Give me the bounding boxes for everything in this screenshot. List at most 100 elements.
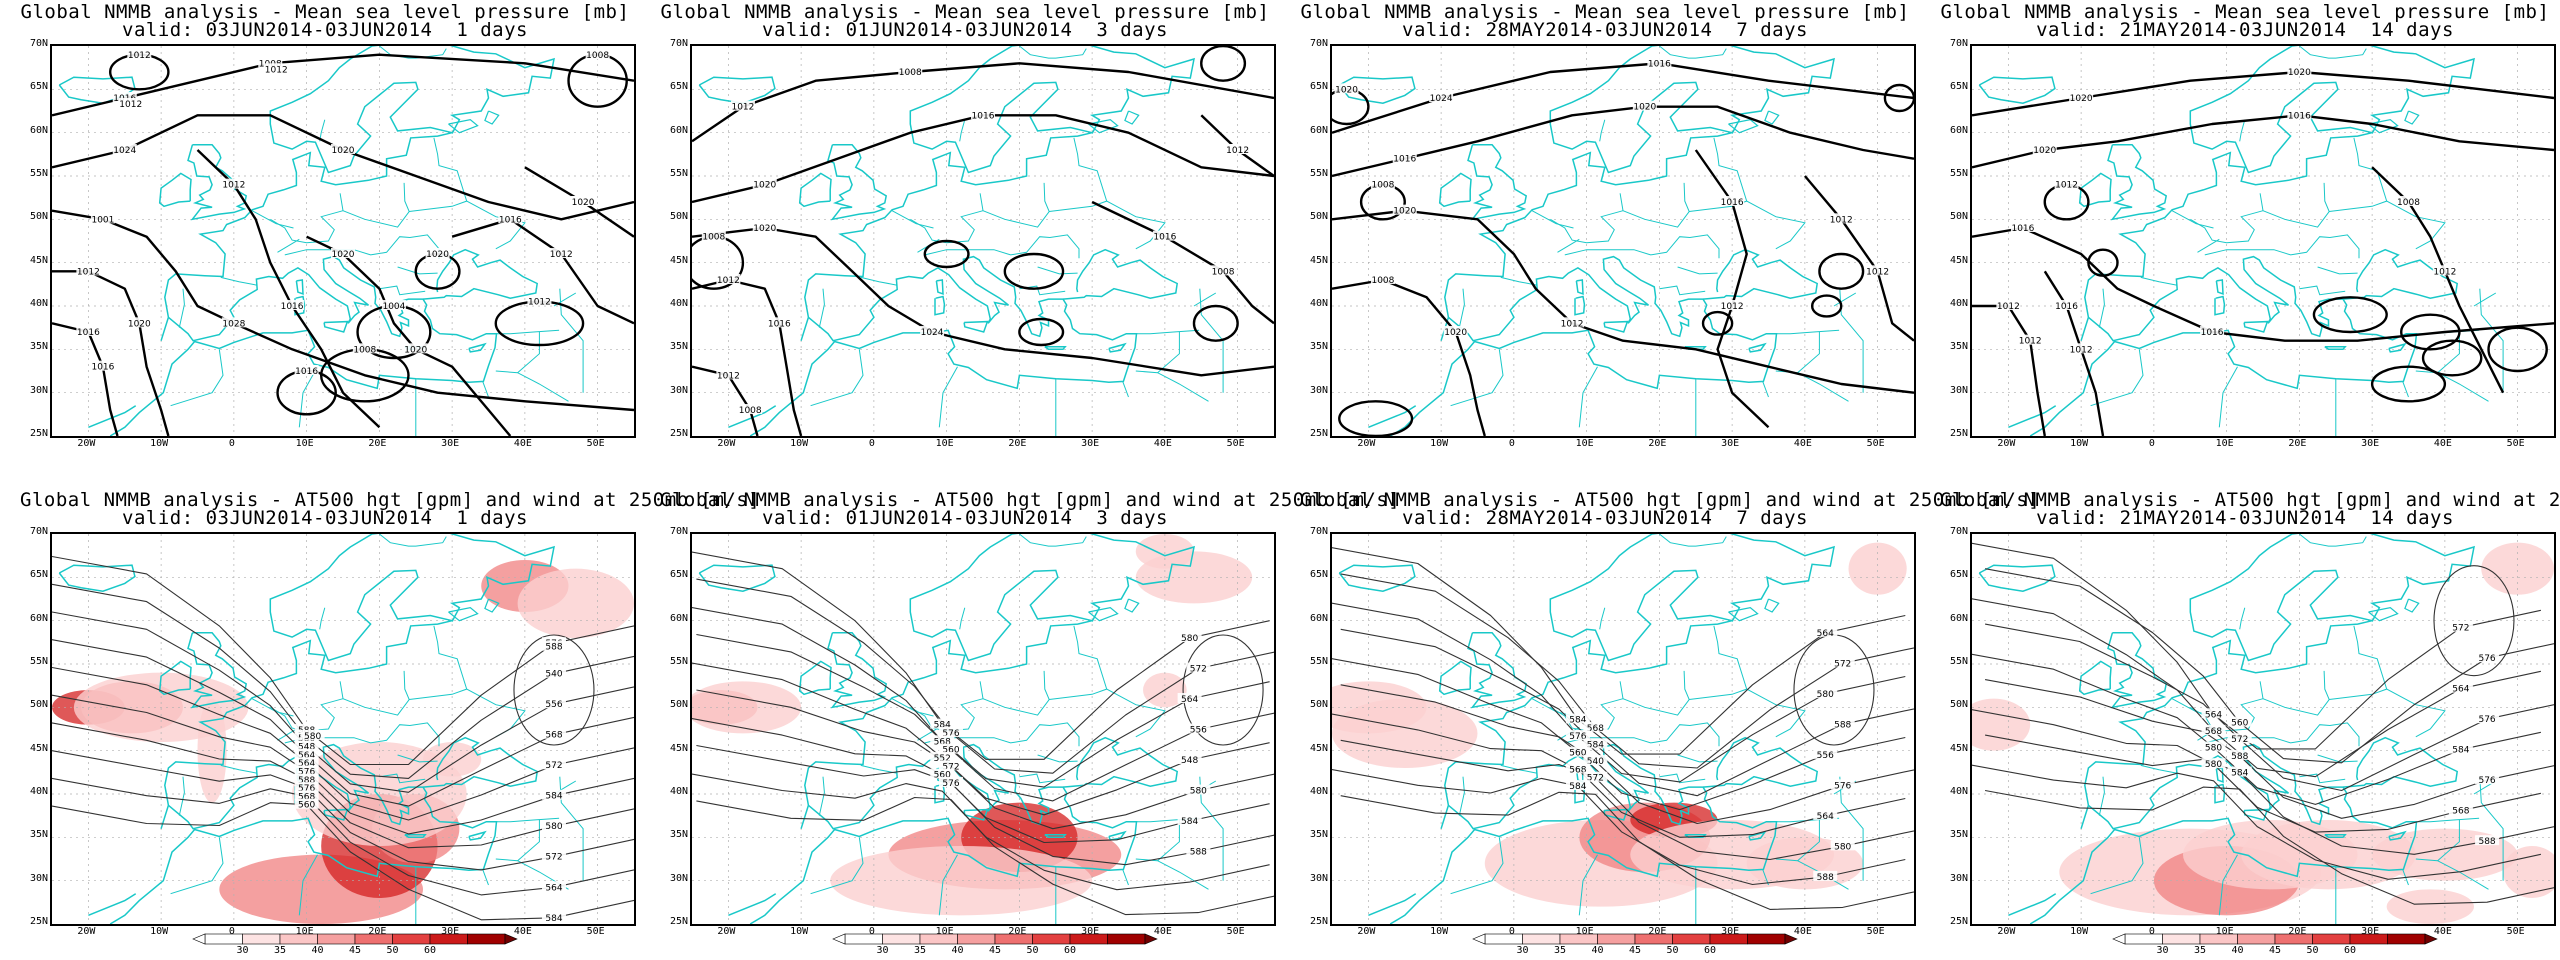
contour-value-label: 1020 xyxy=(332,146,355,156)
z500-map-panel: Global NMMB analysis - AT500 hgt [gpm] a… xyxy=(660,488,1400,960)
coastline xyxy=(1044,833,1067,839)
lake-outline xyxy=(2368,607,2399,622)
contour-label-background xyxy=(403,343,428,354)
contour-value-label: 564 xyxy=(298,751,315,761)
lat-tick-label: 35N xyxy=(1949,341,1968,353)
coastline xyxy=(1702,248,1819,300)
coastline xyxy=(1684,833,1707,839)
coastline xyxy=(1338,564,1416,592)
contour-label-background xyxy=(1429,92,1454,102)
contour-value-label: 1024 xyxy=(113,146,136,156)
contour-value-label: 556 xyxy=(1817,751,1834,761)
lat-tick-label: 25N xyxy=(1949,916,1968,927)
lake-outline xyxy=(1728,119,1759,134)
contour-label-background xyxy=(1813,809,1838,820)
lat-tick-label: 30N xyxy=(1309,872,1328,884)
coastline xyxy=(58,76,136,104)
border-line xyxy=(379,46,447,59)
lon-tick-label: 0 xyxy=(2148,438,2155,449)
lat-tick-label: 45N xyxy=(1949,742,1968,754)
contour-label-background xyxy=(527,295,552,306)
coastline xyxy=(1603,320,1629,333)
colorbar-segment xyxy=(2349,933,2388,945)
colorbar-max-arrow xyxy=(2424,933,2438,945)
border-line xyxy=(319,607,326,630)
contour-value-label: 560 xyxy=(934,771,951,781)
wind-speed-colorbar xyxy=(192,933,518,945)
border-line xyxy=(2299,534,2367,547)
contour-label-background xyxy=(1186,845,1211,856)
lon-tick-label: 40E xyxy=(2433,926,2452,937)
border-line xyxy=(810,837,864,895)
coastline xyxy=(1467,632,1528,709)
border-line xyxy=(1531,210,1574,229)
contour-label-background xyxy=(1177,815,1202,826)
lat-tick-label: 65N xyxy=(1309,81,1328,93)
colorbar-tick-label: 35 xyxy=(913,945,927,956)
contour-value-label: 1020 xyxy=(426,250,449,260)
lat-tick-label: 45N xyxy=(1309,254,1328,266)
colorbar-min-arrow xyxy=(832,933,846,945)
isobar-line xyxy=(1972,226,2554,342)
contour-value-label: 568 xyxy=(545,731,562,741)
contour-label-background xyxy=(2448,621,2473,632)
geopotential-height-contour xyxy=(1985,786,2554,905)
geopotential-height-contour xyxy=(1985,623,2554,792)
contour-value-label: 1012 xyxy=(550,250,573,260)
lat-tick-label: 30N xyxy=(29,872,48,884)
colorbar-tick-label: 50 xyxy=(386,945,399,956)
geopotential-height-contour xyxy=(1332,547,1906,755)
coastline xyxy=(2342,248,2459,300)
contour-value-label: 580 xyxy=(545,822,562,832)
lon-tick-label: 40E xyxy=(513,438,532,449)
lon-tick-label: 50E xyxy=(1226,438,1245,449)
geopotential-height-contour xyxy=(52,694,634,835)
coastline xyxy=(1089,534,1195,622)
geopotential-height-contour xyxy=(52,750,634,871)
contour-label-background xyxy=(541,640,566,651)
lat-tick-label: 35N xyxy=(669,829,688,841)
contour-value-label: 1012 xyxy=(2019,337,2042,347)
colorbar-segment xyxy=(1559,933,1598,945)
lon-tick-label: 30E xyxy=(1721,438,1740,449)
lat-tick-label: 55N xyxy=(29,656,48,667)
contour-label-background xyxy=(1565,763,1590,774)
contour-value-label: 576 xyxy=(1569,732,1586,742)
coastline xyxy=(798,172,832,208)
contour-value-label: 584 xyxy=(545,792,562,802)
lon-tick-label: 20W xyxy=(77,438,96,449)
border-line xyxy=(2098,288,2105,328)
contour-value-label: 1012 xyxy=(1721,302,1744,312)
lat-tick-label: 50N xyxy=(29,699,48,711)
lon-tick-label: 10E xyxy=(295,438,314,449)
border-line xyxy=(409,688,526,738)
isobar-line xyxy=(196,149,381,429)
contour-value-label: 1020 xyxy=(404,345,427,355)
lon-tick-label: 30E xyxy=(441,926,460,937)
contour-value-label: 1008 xyxy=(1371,181,1394,191)
coastline xyxy=(1748,342,1767,353)
border-line xyxy=(1713,625,1748,690)
contour-value-label: 1008 xyxy=(1371,276,1394,286)
panel-valid-period: valid: 03JUN2014-03JUN2014 1 days xyxy=(122,507,528,529)
lat-tick-label: 70N xyxy=(1309,38,1328,49)
border-line xyxy=(270,193,344,244)
contour-value-label: 1016 xyxy=(2288,111,2311,121)
contour-label-background xyxy=(541,759,566,770)
wind-speed-colorbar xyxy=(2112,933,2438,945)
contour-label-background xyxy=(1830,779,1855,790)
contour-value-label: 576 xyxy=(1834,781,1851,791)
coastline xyxy=(1338,76,1416,104)
contour-label-background xyxy=(971,109,995,120)
contour-value-label: 580 xyxy=(1834,842,1851,852)
contour-label-background xyxy=(258,57,283,68)
border-line xyxy=(1049,688,1166,738)
contour-value-label: 1020 xyxy=(2033,146,2056,156)
lon-tick-label: 20W xyxy=(717,926,736,937)
border-line xyxy=(482,869,489,886)
border-line xyxy=(1019,46,1087,59)
border-line xyxy=(2402,381,2409,398)
coastline xyxy=(1729,46,1835,134)
border-line xyxy=(397,266,438,275)
lon-tick-label: 10W xyxy=(790,926,809,937)
